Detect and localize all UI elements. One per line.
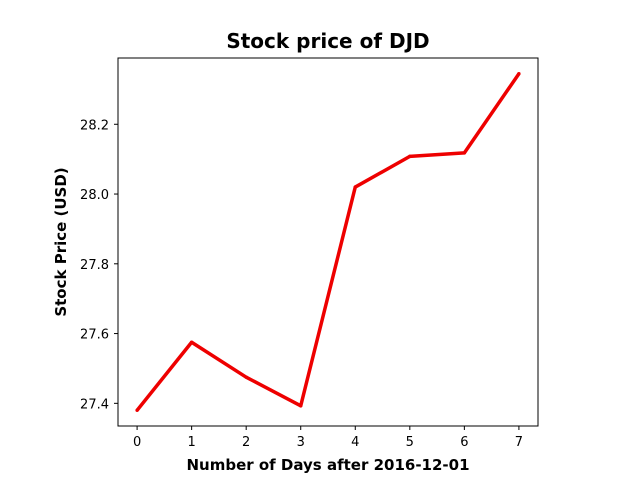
data-point: [517, 71, 521, 76]
data-point: [462, 151, 467, 155]
y-tick-label: 27.6: [80, 328, 109, 343]
x-tick-label: 5: [406, 435, 414, 450]
y-tick-label: 28.0: [80, 188, 109, 203]
x-axis-label: Number of Days after 2016-12-01: [186, 456, 469, 474]
data-point: [244, 375, 248, 379]
x-tick-label: 0: [133, 435, 141, 450]
x-tick-label: 1: [187, 435, 195, 450]
x-tick-label: 6: [460, 435, 468, 450]
x-tick-label: 3: [297, 435, 305, 450]
x-tick-label: 2: [242, 435, 250, 450]
y-axis: 27.4 27.6 27.8 28.0 28.2: [80, 118, 118, 412]
y-tick-label: 27.8: [80, 258, 109, 273]
series-points: [135, 71, 521, 413]
data-point: [408, 154, 412, 159]
plot-area: [117, 57, 539, 427]
data-point: [189, 340, 194, 344]
x-axis: 0 1 2 3 4 5 6 7: [133, 426, 523, 450]
y-tick-label: 28.2: [80, 118, 109, 133]
chart-title: Stock price of DJD: [226, 29, 429, 53]
data-point: [135, 408, 139, 413]
data-point: [353, 185, 357, 189]
data-point: [299, 404, 303, 408]
y-tick-label: 27.4: [80, 397, 109, 412]
y-axis-label: Stock Price (USD): [52, 167, 70, 316]
x-tick-label: 7: [515, 435, 523, 450]
series-line: [135, 72, 521, 412]
x-tick-label: 4: [351, 435, 359, 450]
